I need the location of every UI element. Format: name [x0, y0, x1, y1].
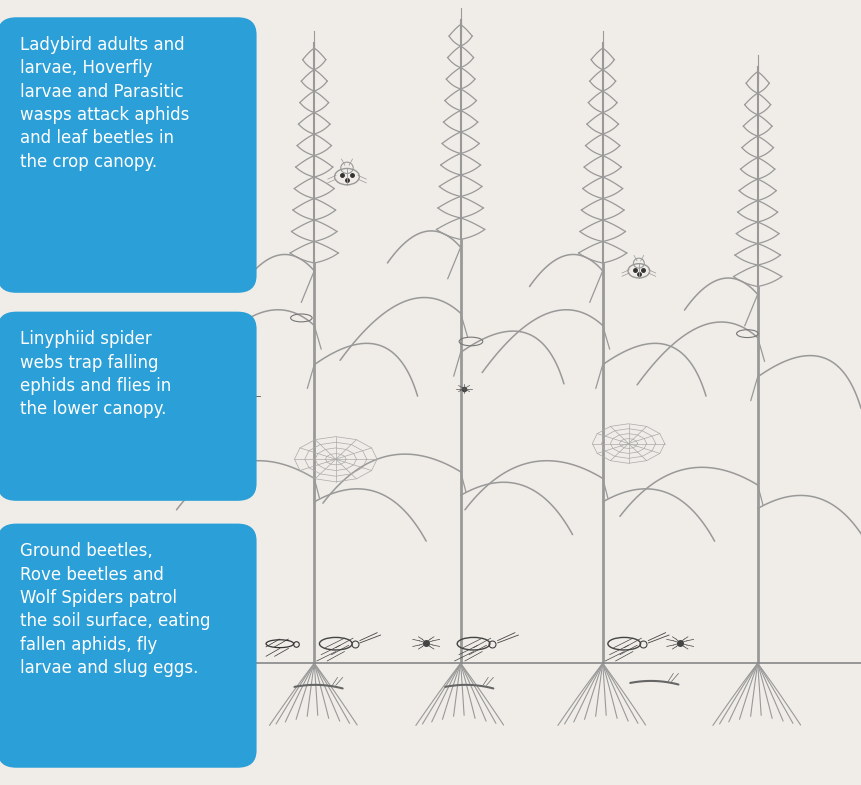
- Text: Linyphiid spider
webs trap falling
ephids and flies in
the lower canopy.: Linyphiid spider webs trap falling ephid…: [20, 330, 171, 418]
- FancyBboxPatch shape: [0, 524, 257, 768]
- Text: Ladybird adults and
larvae, Hoverfly
larvae and Parasitic
wasps attack aphids
an: Ladybird adults and larvae, Hoverfly lar…: [20, 36, 189, 170]
- FancyBboxPatch shape: [0, 312, 257, 501]
- Text: Ground beetles,
Rove beetles and
Wolf Spiders patrol
the soil surface, eating
fa: Ground beetles, Rove beetles and Wolf Sp…: [20, 542, 210, 677]
- FancyBboxPatch shape: [0, 17, 257, 293]
